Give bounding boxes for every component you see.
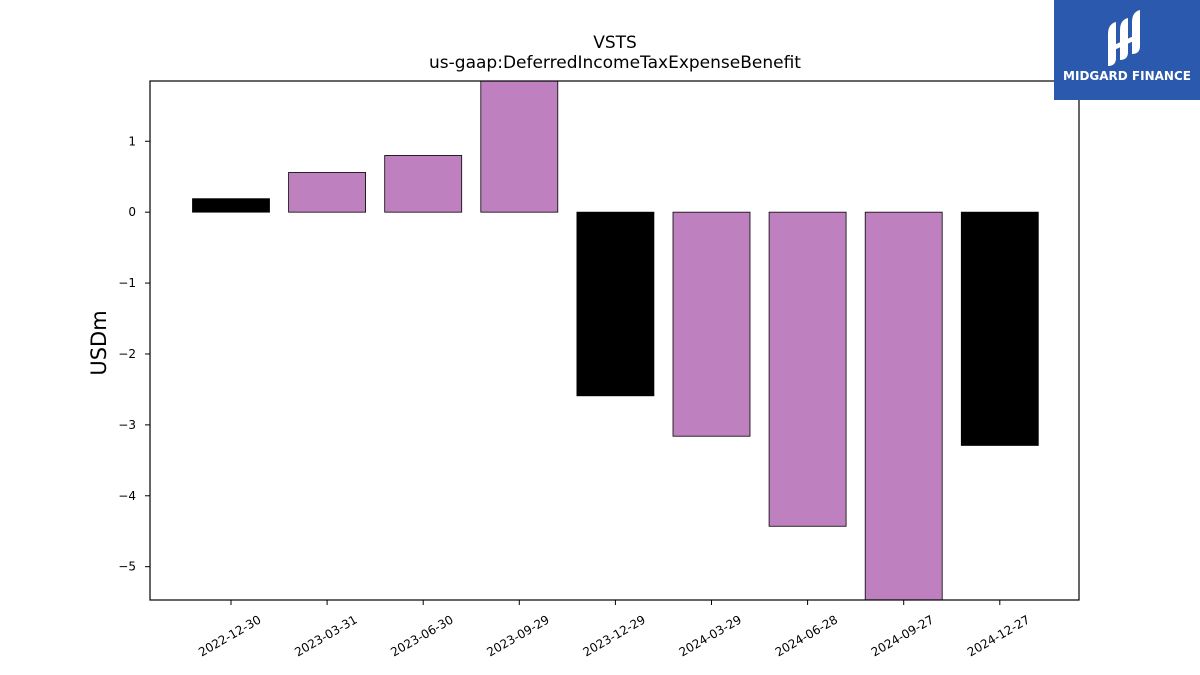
y-axis-ticks: 1 0 −1 −2 −3 −4 −5	[118, 134, 150, 574]
bar-2022-12-30	[192, 198, 270, 213]
logo-text: MIDGARD FINANCE	[1063, 69, 1191, 83]
x-tick-label: 2024-09-27	[869, 612, 936, 659]
x-tick-label: 2022-12-30	[196, 612, 263, 659]
x-tick-label: 2024-06-28	[773, 612, 840, 659]
bar-2024-03-29	[672, 211, 751, 437]
bar-2024-12-27	[960, 211, 1039, 446]
y-axis-label: USDm	[87, 310, 111, 375]
y-tick-label: 1	[128, 134, 136, 148]
y-tick-label: −3	[118, 418, 136, 432]
midgard-finance-logo: MIDGARD FINANCE	[1054, 0, 1200, 100]
bar-2023-06-30	[384, 155, 463, 213]
x-tick-label: 2023-12-29	[580, 612, 647, 659]
y-tick-label: −2	[118, 347, 136, 361]
x-tick-label: 2023-06-30	[388, 612, 455, 659]
x-tick-label: 2023-09-29	[484, 612, 551, 659]
x-tick-label: 2023-03-31	[292, 612, 359, 659]
chart-title: VSTS	[593, 33, 637, 53]
plot-frame	[149, 80, 1080, 601]
x-axis-ticks: 2022-12-30 2023-03-31 2023-06-30 2023-09-29…	[196, 600, 1032, 659]
bars-group	[192, 80, 1039, 601]
x-tick-label: 2024-03-29	[677, 612, 744, 659]
bar-2023-12-29	[576, 211, 655, 397]
bar-2024-09-27	[864, 211, 943, 601]
y-tick-label: 0	[128, 205, 136, 219]
bar-2024-06-28	[768, 211, 847, 527]
chart-subtitle: us-gaap:DeferredIncomeTaxExpenseBenefit	[429, 53, 801, 73]
y-tick-label: −4	[118, 489, 136, 503]
midgard-m-logo-icon	[1108, 10, 1140, 66]
bar-2023-03-31	[288, 172, 367, 213]
y-tick-label: −5	[118, 560, 136, 574]
x-tick-label: 2024-12-27	[965, 612, 1032, 659]
y-tick-label: −1	[118, 276, 136, 290]
bar-2023-09-29	[480, 80, 559, 213]
